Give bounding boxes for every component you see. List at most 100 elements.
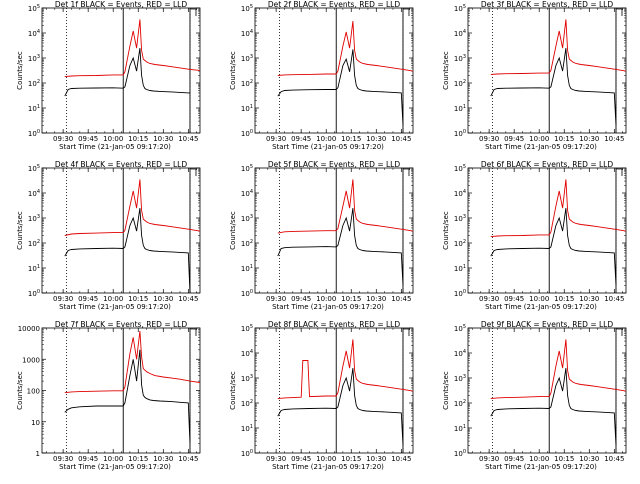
events-series-line [277, 208, 404, 286]
x-axis-label: Start Time (21-Jan-05 09:17:20) [485, 303, 597, 311]
x-tick-label: 10:30 [579, 135, 599, 143]
events-series-line [277, 49, 404, 126]
y-tick-label: 103 [241, 374, 253, 383]
marker-bracket [402, 168, 410, 176]
lld-series-line [277, 21, 413, 76]
x-tick-label: 10:15 [554, 295, 574, 303]
lld-series-line [64, 19, 200, 78]
panel-8: Det 8f BLACK = Events, RED = LLD 100 101 10… [229, 320, 414, 471]
x-tick-label: 10:30 [153, 455, 173, 463]
panel-title: Det 6f BLACK = Events, RED = LLD [481, 160, 614, 169]
y-tick-label: 102 [241, 79, 253, 88]
x-tick-label: 09:30 [266, 455, 286, 463]
plot-frame [467, 327, 627, 454]
y-tick-label: 102 [241, 399, 253, 408]
x-axis-label: Start Time (21-Jan-05 09:17:20) [485, 143, 597, 151]
y-tick-label: 102 [28, 239, 40, 248]
x-tick-label: 09:45 [291, 135, 311, 143]
x-tick-label: 10:30 [579, 295, 599, 303]
y-tick-label: 103 [454, 214, 466, 223]
marker-bracket [189, 328, 197, 336]
x-tick-label: 09:30 [53, 295, 73, 303]
x-tick-label: 10:15 [341, 455, 361, 463]
y-axis-label: Counts/sec [442, 211, 450, 250]
y-tick-label: 105 [241, 324, 253, 333]
y-tick-label: 101 [454, 104, 466, 113]
x-tick-label: 10:15 [554, 455, 574, 463]
x-tick-label: 09:45 [78, 135, 98, 143]
panel-6: Det 6f BLACK = Events, RED = LLD 100 101 10… [442, 160, 627, 311]
marker-bracket [402, 8, 410, 16]
y-tick-label: 105 [241, 164, 253, 173]
y-axis-label: Counts/sec [229, 371, 237, 410]
y-axis-label: Counts/sec [16, 371, 24, 410]
panel-7: Det 7f BLACK = Events, RED = LLD 1 10 100 10… [16, 320, 201, 471]
x-tick-label: 10:15 [128, 455, 148, 463]
lld-series-line [277, 339, 413, 400]
x-tick-label: 09:30 [53, 455, 73, 463]
x-tick-label: 09:45 [504, 295, 524, 303]
plot-frame [41, 7, 201, 134]
x-tick-label: 10:15 [341, 295, 361, 303]
panel-5: Det 5f BLACK = Events, RED = LLD 100 101 10… [229, 160, 414, 311]
panel-title: Det 9f BLACK = Events, RED = LLD [481, 320, 614, 329]
x-tick-label: 09:30 [479, 295, 499, 303]
panel-3: Det 3f BLACK = Events, RED = LLD 100 101 10… [442, 0, 627, 151]
x-tick-label: 10:15 [341, 135, 361, 143]
x-tick-label: 10:15 [554, 135, 574, 143]
x-tick-label: 10:45 [178, 295, 198, 303]
x-tick-label: 10:45 [391, 455, 411, 463]
events-series-line [64, 208, 191, 293]
y-tick-label: 104 [241, 189, 253, 198]
events-series-line [277, 368, 404, 446]
y-tick-label: 100 [27, 388, 40, 396]
x-tick-label: 10:00 [316, 295, 336, 303]
y-tick-label: 105 [454, 164, 466, 173]
x-tick-label: 10:45 [391, 295, 411, 303]
plot-frame [254, 327, 414, 454]
y-tick-label: 102 [241, 239, 253, 248]
x-tick-label: 10:45 [178, 135, 198, 143]
lld-series-line [64, 330, 200, 394]
y-tick-label: 105 [28, 164, 40, 173]
y-tick-label: 102 [454, 399, 466, 408]
y-axis-label: Counts/sec [229, 211, 237, 250]
x-tick-label: 10:00 [103, 135, 123, 143]
x-tick-label: 09:30 [479, 135, 499, 143]
panel-1: Det 1f BLACK = Events, RED = LLD 100 101 10… [16, 0, 201, 151]
panel-title: Det 5f BLACK = Events, RED = LLD [268, 160, 401, 169]
y-tick-label: 100 [454, 289, 466, 298]
plot-frame [254, 167, 414, 294]
y-tick-label: 102 [454, 79, 466, 88]
x-tick-label: 10:30 [366, 135, 386, 143]
x-tick-label: 10:30 [579, 455, 599, 463]
y-tick-label: 104 [454, 349, 466, 358]
x-tick-label: 10:15 [128, 295, 148, 303]
x-tick-label: 09:45 [291, 295, 311, 303]
panel-title: Det 2f BLACK = Events, RED = LLD [268, 0, 401, 9]
panel-4: Det 4f BLACK = Events, RED = LLD 100 101 10… [16, 160, 201, 311]
x-tick-label: 10:45 [391, 135, 411, 143]
x-tick-label: 09:30 [266, 135, 286, 143]
x-tick-label: 10:45 [178, 455, 198, 463]
x-tick-label: 10:00 [529, 295, 549, 303]
marker-bracket [189, 168, 197, 176]
y-tick-label: 100 [28, 129, 40, 138]
panel-title: Det 1f BLACK = Events, RED = LLD [55, 0, 188, 9]
lld-series-line [490, 339, 626, 400]
y-tick-label: 101 [454, 424, 466, 433]
panel-title: Det 7f BLACK = Events, RED = LLD [55, 320, 188, 329]
plot-frame [254, 7, 414, 134]
y-tick-label: 1000 [22, 356, 40, 364]
x-tick-label: 10:00 [103, 295, 123, 303]
lld-series-line [490, 19, 626, 75]
marker-bracket [615, 8, 623, 16]
y-tick-label: 101 [241, 104, 253, 113]
y-tick-label: 104 [28, 29, 40, 38]
y-tick-label: 104 [28, 189, 40, 198]
panel-title: Det 4f BLACK = Events, RED = LLD [55, 160, 188, 169]
events-series-line [64, 48, 190, 97]
y-tick-label: 1 [36, 450, 40, 458]
